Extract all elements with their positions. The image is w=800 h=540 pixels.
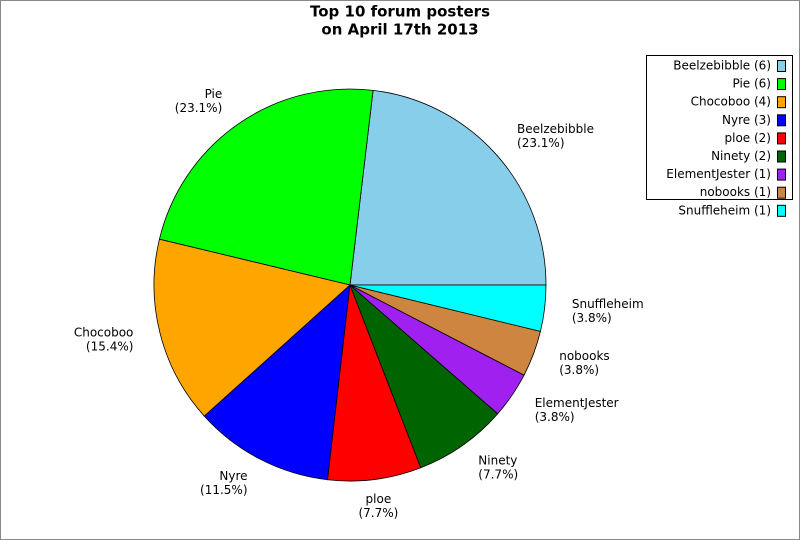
slice-value-label: (7.7%): [358, 506, 398, 520]
legend-label: nobooks (1): [700, 185, 771, 199]
slice-value-label: (3.8%): [535, 410, 575, 424]
legend-swatch: [777, 78, 786, 91]
pie-slice: [349, 284, 499, 469]
pie-slice: [349, 89, 547, 286]
legend-swatch: [777, 186, 786, 199]
legend-label: Ninety (2): [711, 149, 771, 163]
pie-slice: [158, 88, 374, 286]
slice-label: Beelzebibble: [517, 122, 594, 136]
slice-value-label: (23.1%): [517, 136, 564, 150]
legend-label: Pie (6): [732, 77, 771, 91]
legend-box: [646, 55, 793, 200]
legend-swatch: [777, 204, 786, 217]
legend-label: Beelzebibble (6): [673, 59, 771, 73]
slice-label: Snuffleheim: [572, 297, 644, 311]
legend-label: ElementJester (1): [666, 167, 771, 181]
slice-label: ElementJester: [535, 396, 619, 410]
legend-swatch: [777, 96, 786, 109]
slice-value-label: (23.1%): [175, 101, 222, 115]
slice-value-label: (3.8%): [572, 311, 612, 325]
slice-value-label: (7.7%): [478, 467, 518, 481]
slice-label: Ninety: [478, 453, 517, 467]
legend-swatch: [777, 114, 786, 127]
legend-swatch: [777, 60, 786, 72]
slice-label: nobooks: [559, 349, 609, 363]
legend-swatch: [777, 168, 786, 181]
legend-label: Snuffleheim (1): [678, 203, 771, 217]
legend-label: ploe (2): [725, 131, 772, 145]
slice-label: Chocoboo: [74, 325, 134, 339]
pie-slice: [327, 284, 422, 482]
chart-title: Top 10 forum posters: [310, 3, 490, 21]
pie-slice: [349, 284, 547, 332]
pie-slice: [203, 283, 351, 481]
legend-label: Nyre (3): [722, 113, 771, 127]
slice-label: ploe: [366, 492, 392, 506]
legend-swatch: [777, 132, 786, 145]
pie-slice: [153, 238, 351, 417]
slice-value-label: (3.8%): [559, 363, 599, 377]
slice-value-label: (15.4%): [86, 339, 133, 353]
chart-title: on April 17th 2013: [321, 21, 478, 39]
legend-label: Chocoboo (4): [691, 95, 771, 109]
slice-value-label: (11.5%): [200, 483, 247, 497]
legend-swatch: [777, 150, 786, 163]
slice-label: Pie: [205, 87, 223, 101]
slice-label: Nyre: [219, 469, 247, 483]
